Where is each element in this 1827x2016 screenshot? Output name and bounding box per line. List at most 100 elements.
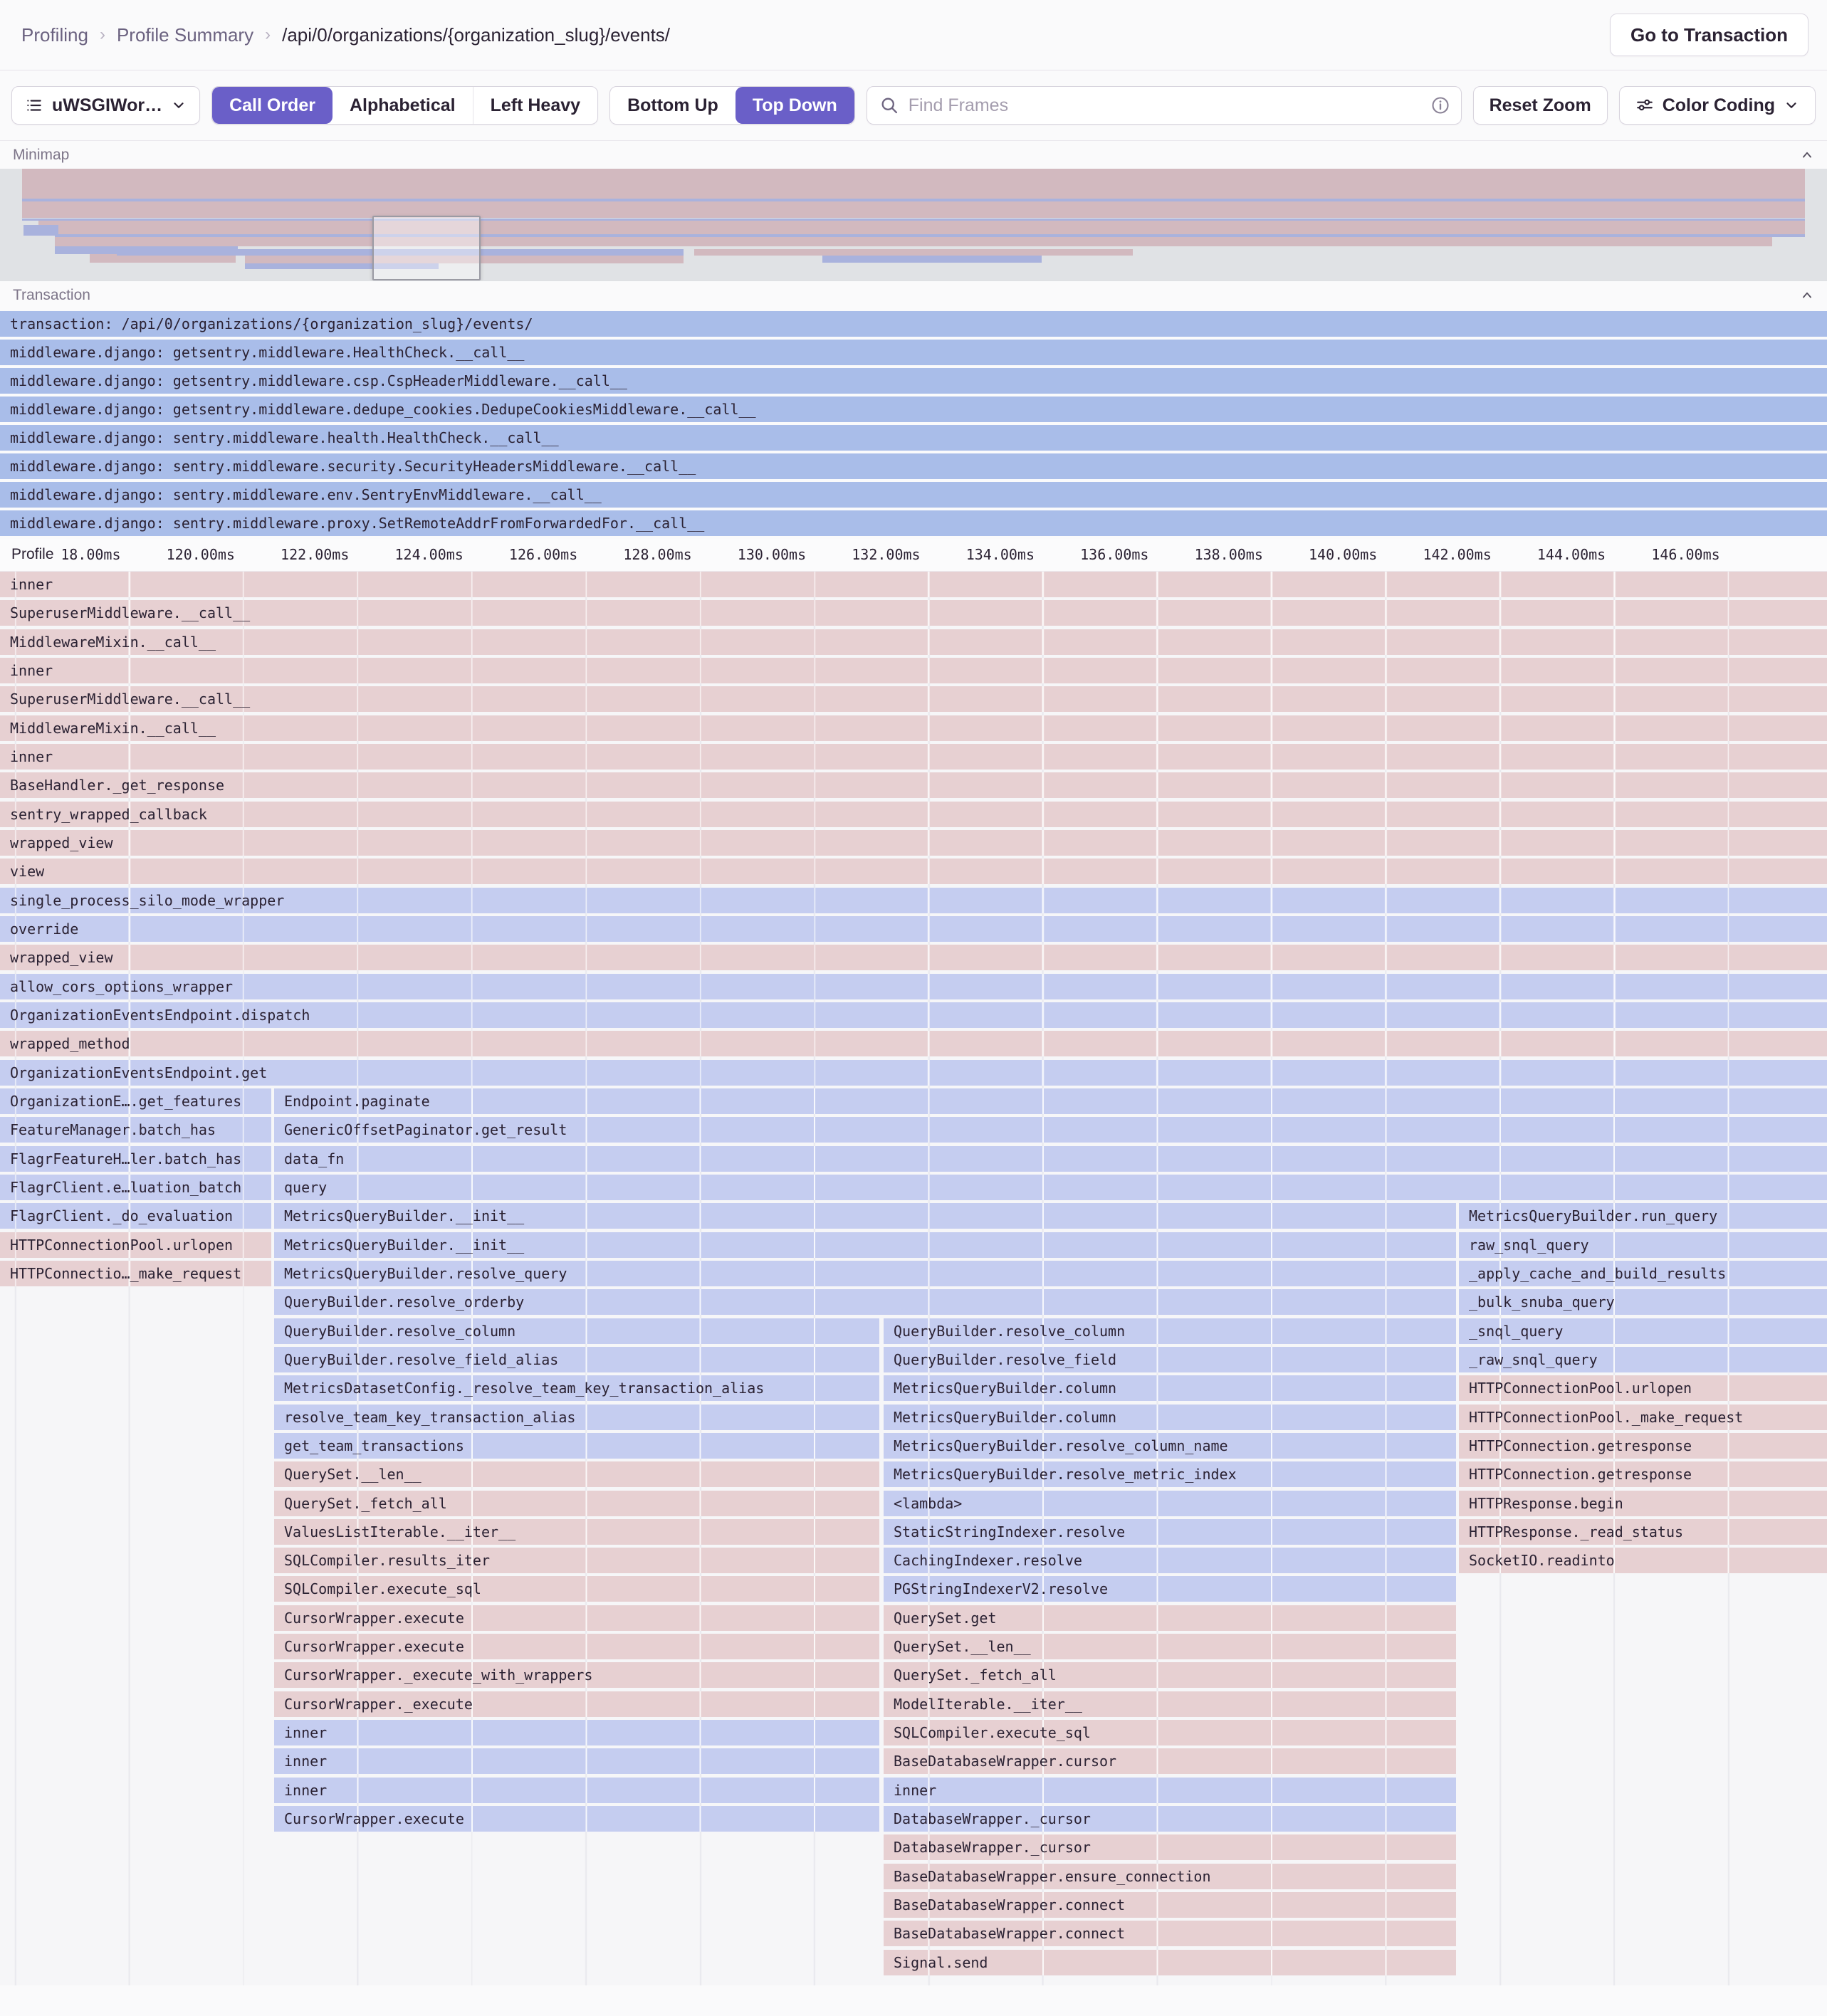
- flame-frame[interactable]: QueryBuilder.resolve_orderby: [274, 1289, 1456, 1316]
- flame-frame[interactable]: sentry_wrapped_callback: [0, 801, 1827, 827]
- flame-frame[interactable]: QueryBuilder.resolve_field: [884, 1346, 1456, 1372]
- flame-frame[interactable]: MiddlewareMixin.__call__: [0, 629, 1827, 655]
- flame-frame[interactable]: inner: [274, 1777, 879, 1803]
- flame-frame[interactable]: BaseDatabaseWrapper.cursor: [884, 1748, 1456, 1775]
- flame-frame[interactable]: HTTPConnectio…_make_request: [0, 1260, 271, 1286]
- flame-frame[interactable]: MetricsQueryBuilder.__init__: [274, 1232, 1456, 1258]
- flame-frame[interactable]: MetricsQueryBuilder.column: [884, 1375, 1456, 1402]
- flame-frame[interactable]: inner: [274, 1720, 879, 1746]
- flame-frame[interactable]: view: [0, 859, 1827, 885]
- flame-frame[interactable]: BaseDatabaseWrapper.ensure_connection: [884, 1863, 1456, 1889]
- sort-call-order-button[interactable]: Call Order: [212, 87, 333, 124]
- flame-frame[interactable]: CursorWrapper._execute: [274, 1691, 879, 1717]
- search-input[interactable]: [866, 86, 1462, 125]
- flame-frame[interactable]: CursorWrapper._execute_with_wrappers: [274, 1662, 879, 1689]
- minimap-overview[interactable]: [0, 169, 1827, 280]
- direction-top-down-button[interactable]: Top Down: [735, 87, 854, 124]
- flame-frame[interactable]: MetricsQueryBuilder.run_query: [1459, 1203, 1827, 1229]
- flame-frame[interactable]: BaseHandler._get_response: [0, 772, 1827, 799]
- flame-frame[interactable]: Signal.send: [884, 1949, 1456, 1975]
- flame-frame[interactable]: QueryBuilder.resolve_column: [884, 1318, 1456, 1344]
- flame-frame[interactable]: SuperuserMiddleware.__call__: [0, 686, 1827, 713]
- flame-frame[interactable]: MetricsQueryBuilder.__init__: [274, 1203, 1456, 1229]
- flame-frame[interactable]: resolve_team_key_transaction_alias: [274, 1404, 879, 1430]
- flame-frame[interactable]: HTTPConnection.getresponse: [1459, 1461, 1827, 1488]
- flame-frame[interactable]: OrganizationEventsEndpoint.dispatch: [0, 1002, 1827, 1028]
- flame-frame[interactable]: OrganizationEventsEndpoint.get: [0, 1059, 1827, 1086]
- flame-frame[interactable]: inner: [0, 657, 1827, 683]
- flame-frame[interactable]: QuerySet.get: [884, 1605, 1456, 1631]
- flame-frame[interactable]: _bulk_snuba_query: [1459, 1289, 1827, 1316]
- flame-frame[interactable]: PGStringIndexerV2.resolve: [884, 1576, 1456, 1602]
- flame-frame[interactable]: _snql_query: [1459, 1318, 1827, 1344]
- flame-frame[interactable]: FlagrClient._do_evaluation: [0, 1203, 271, 1229]
- flame-frame[interactable]: HTTPConnectionPool._make_request: [1459, 1404, 1827, 1430]
- flame-frame[interactable]: GenericOffsetPaginator.get_result: [274, 1117, 1827, 1143]
- flame-frame[interactable]: MetricsQueryBuilder.resolve_metric_index: [884, 1461, 1456, 1488]
- flame-frame[interactable]: BaseDatabaseWrapper.connect: [884, 1892, 1456, 1918]
- flame-frame[interactable]: MiddlewareMixin.__call__: [0, 715, 1827, 741]
- flame-frame[interactable]: QuerySet.__len__: [274, 1461, 879, 1488]
- flame-frame[interactable]: QueryBuilder.resolve_field_alias: [274, 1346, 879, 1372]
- direction-bottom-up-button[interactable]: Bottom Up: [627, 95, 718, 115]
- info-icon[interactable]: [1430, 95, 1450, 115]
- reset-zoom-button[interactable]: Reset Zoom: [1472, 86, 1608, 125]
- flame-frame[interactable]: QuerySet._fetch_all: [274, 1490, 879, 1516]
- transaction-span-row[interactable]: transaction: /api/0/organizations/{organ…: [0, 311, 1827, 337]
- flame-frame[interactable]: HTTPConnectionPool.urlopen: [1459, 1375, 1827, 1402]
- flame-frame[interactable]: DatabaseWrapper._cursor: [884, 1834, 1456, 1861]
- flame-graph[interactable]: inner SuperuserMiddleware.__call__ Middlew…: [0, 572, 1827, 1985]
- flame-frame[interactable]: StaticStringIndexer.resolve: [884, 1518, 1456, 1545]
- flame-frame[interactable]: BaseDatabaseWrapper.connect: [884, 1921, 1456, 1947]
- flame-frame[interactable]: inner: [0, 743, 1827, 770]
- minimap-viewport[interactable]: [372, 215, 481, 280]
- flame-frame[interactable]: single_process_silo_mode_wrapper: [0, 887, 1827, 913]
- flame-frame[interactable]: SQLCompiler.execute_sql: [884, 1720, 1456, 1746]
- flame-frame[interactable]: DatabaseWrapper._cursor: [884, 1806, 1456, 1832]
- breadcrumb-profiling[interactable]: Profiling: [21, 23, 88, 46]
- flame-frame[interactable]: CachingIndexer.resolve: [884, 1548, 1456, 1574]
- transaction-span-row[interactable]: middleware.django: getsentry.middleware.…: [0, 340, 1827, 365]
- collapse-chevron-up-icon[interactable]: [1800, 148, 1814, 162]
- breadcrumb-profile-summary[interactable]: Profile Summary: [116, 23, 254, 46]
- flame-frame[interactable]: MetricsDatasetConfig._resolve_team_key_t…: [274, 1375, 879, 1402]
- flame-frame[interactable]: Endpoint.paginate: [274, 1088, 1827, 1114]
- flame-frame[interactable]: ValuesListIterable.__iter__: [274, 1518, 879, 1545]
- flame-frame[interactable]: <lambda>: [884, 1490, 1456, 1516]
- flame-frame[interactable]: SuperuserMiddleware.__call__: [0, 600, 1827, 626]
- flame-frame[interactable]: OrganizationE….get_features: [0, 1088, 271, 1114]
- flame-frame[interactable]: SQLCompiler.execute_sql: [274, 1576, 879, 1602]
- transaction-span-row[interactable]: middleware.django: getsentry.middleware.…: [0, 368, 1827, 394]
- flame-frame[interactable]: override: [0, 915, 1827, 942]
- go-to-transaction-button[interactable]: Go to Transaction: [1609, 14, 1808, 56]
- color-coding-dropdown[interactable]: Color Coding: [1618, 86, 1816, 125]
- flame-frame[interactable]: raw_snql_query: [1459, 1232, 1827, 1258]
- flame-frame[interactable]: wrapped_view: [0, 829, 1827, 856]
- flame-frame[interactable]: QuerySet._fetch_all: [884, 1662, 1456, 1689]
- flame-frame[interactable]: data_fn: [274, 1145, 1827, 1172]
- transaction-span-row[interactable]: middleware.django: sentry.middleware.env…: [0, 482, 1827, 508]
- flame-frame[interactable]: inner: [884, 1777, 1456, 1803]
- flame-frame[interactable]: MetricsQueryBuilder.resolve_query: [274, 1260, 1456, 1286]
- flame-frame[interactable]: HTTPResponse._read_status: [1459, 1518, 1827, 1545]
- collapse-chevron-up-icon[interactable]: [1800, 288, 1814, 303]
- flame-frame[interactable]: get_team_transactions: [274, 1432, 879, 1459]
- transaction-span-row[interactable]: middleware.django: sentry.middleware.sec…: [0, 453, 1827, 479]
- flame-frame[interactable]: query: [274, 1174, 1827, 1200]
- flame-frame[interactable]: _raw_snql_query: [1459, 1346, 1827, 1372]
- flame-frame[interactable]: MetricsQueryBuilder.column: [884, 1404, 1456, 1430]
- flame-frame[interactable]: ModelIterable.__iter__: [884, 1691, 1456, 1717]
- flame-frame[interactable]: CursorWrapper.execute: [274, 1806, 879, 1832]
- flame-frame[interactable]: FlagrFeatureH…ler.batch_has: [0, 1145, 271, 1172]
- thread-selector-dropdown[interactable]: uWSGIWor…: [11, 86, 201, 125]
- flame-frame[interactable]: inner: [0, 572, 1827, 597]
- flame-frame[interactable]: wrapped_view: [0, 945, 1827, 971]
- flame-frame[interactable]: FlagrClient.e…luation_batch: [0, 1174, 271, 1200]
- flame-frame[interactable]: HTTPConnectionPool.urlopen: [0, 1232, 271, 1258]
- flame-frame[interactable]: wrapped_method: [0, 1031, 1827, 1057]
- transaction-span-row[interactable]: middleware.django: sentry.middleware.pro…: [0, 510, 1827, 536]
- sort-alphabetical-button[interactable]: Alphabetical: [349, 95, 456, 115]
- flame-frame[interactable]: FeatureManager.batch_has: [0, 1117, 271, 1143]
- flame-frame[interactable]: CursorWrapper.execute: [274, 1634, 879, 1660]
- flame-frame[interactable]: CursorWrapper.execute: [274, 1605, 879, 1631]
